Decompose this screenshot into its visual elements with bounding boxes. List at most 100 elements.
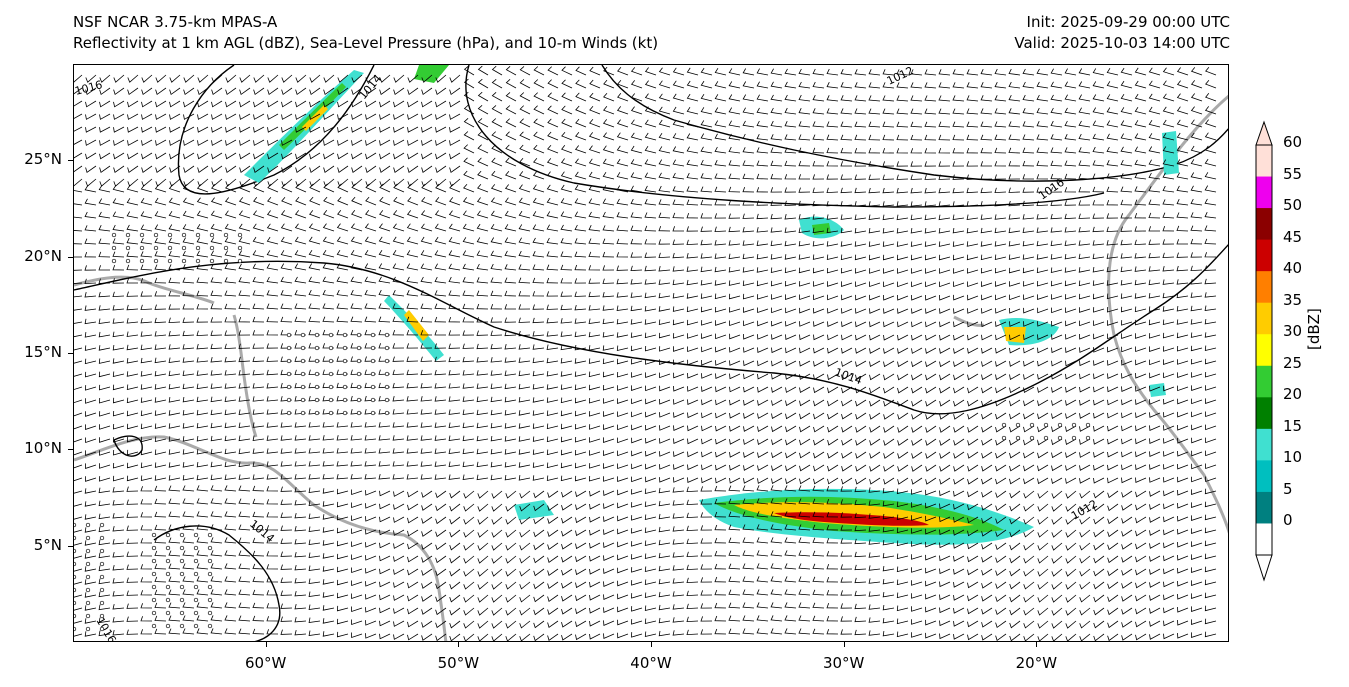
wind-barb [1093,347,1105,353]
wind-barb [868,69,881,76]
wind-barb [630,279,643,285]
wind-barb [238,511,251,518]
wind-barb [280,290,293,297]
wind-barb [953,294,965,301]
wind-barb [1120,280,1133,286]
wind-barb [995,568,1007,577]
wind-barb [841,386,853,394]
wind-barb [966,95,979,102]
wind-barb [854,214,867,220]
wind-barb [224,485,237,492]
wind-barb [728,186,741,193]
wind-barb [74,100,83,107]
wind-barb [463,568,475,577]
wind-barb [574,449,587,456]
wind-barb [672,487,685,493]
wind-barb [743,347,755,353]
wind-barb [911,268,923,274]
wind-barb [476,277,489,284]
wind-barb [463,581,475,590]
wind-barb [1149,372,1161,379]
wind-barb [840,616,853,622]
wind-barb [435,178,447,187]
wind-barb [504,383,517,390]
wind-barb [588,132,601,141]
wind-barb [351,152,363,160]
wind-barb [925,554,937,561]
wind-barb [267,183,279,193]
wind-barb [854,201,867,207]
wind-barb [714,107,727,115]
wind-barb [1191,502,1203,508]
wind-barb [280,435,293,441]
wind-barb [1009,529,1021,538]
wind-barb [1093,451,1105,458]
wind-barb [519,66,531,76]
wind-barb [1064,294,1077,300]
isobar-label: 1016 [93,615,118,642]
wind-barb [336,263,349,271]
wind-barb [644,553,657,560]
wind-barb [84,579,97,585]
wind-barb [421,196,433,206]
wind-barb [154,524,167,531]
wind-barb [854,95,867,102]
wind-barb [532,423,545,429]
isobar-northwest-low [177,65,375,195]
calm-marker [1057,422,1063,428]
wind-barb [939,294,951,301]
wind-barb [364,474,377,480]
wind-barb [154,475,167,481]
wind-barb [771,373,783,380]
wind-barb [336,249,349,258]
wind-barb [434,290,447,297]
wind-barb [883,425,895,433]
wind-barb [1149,399,1161,405]
wind-barb [267,74,279,83]
wind-barb [644,345,657,352]
wind-barb [812,602,825,609]
calm-marker [151,545,157,551]
wind-barb [1190,305,1203,312]
calm-marker [342,371,348,377]
wind-barb [952,254,965,261]
wind-barb [868,214,881,220]
wind-barb [1037,490,1049,499]
wind-barb [546,384,559,390]
wind-barb [168,537,181,544]
wind-barb [225,87,237,96]
wind-barb [224,330,237,336]
wind-barb [435,139,447,146]
wind-barb [463,607,475,616]
longitude-label: 40°W [630,654,672,672]
wind-barb [868,121,881,128]
wind-barb [98,552,111,559]
wind-barb [728,81,741,89]
wind-barb [421,529,433,537]
wind-barb [658,578,671,585]
wind-barb [449,87,461,96]
wind-barb [939,399,951,407]
wind-barb [700,146,713,154]
wind-barb [742,120,755,128]
wind-barb [981,373,993,381]
wind-barb [1121,399,1133,406]
wind-barb [532,184,545,193]
wind-barb [981,555,993,563]
wind-barb [939,490,951,497]
wind-barb [462,422,475,429]
wind-barb [463,91,475,102]
wind-barb [882,500,895,507]
wind-barb [715,425,727,432]
wind-barb [826,267,839,274]
wind-barb [113,165,125,173]
wind-barb [1177,463,1189,470]
wind-barb [253,139,265,146]
wind-barb [882,539,895,546]
wind-barb [1190,225,1203,232]
wind-barb [113,152,125,160]
wind-barb [1134,80,1147,89]
wind-barb [490,343,503,350]
wind-barb [351,210,363,219]
wind-barb [210,435,223,442]
